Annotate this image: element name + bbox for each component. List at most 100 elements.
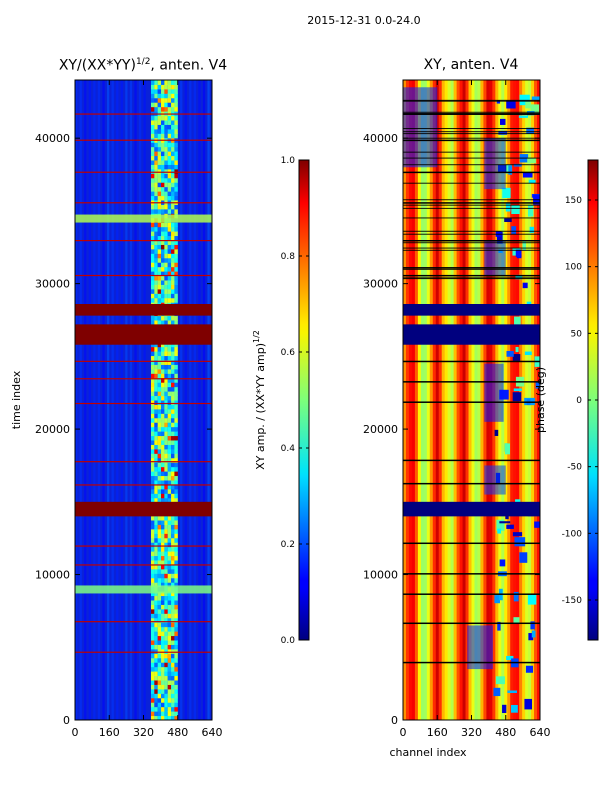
amplitude-bright-cell xyxy=(167,235,172,241)
amplitude-bright-cell xyxy=(161,382,165,388)
amplitude-bright-cell xyxy=(171,284,175,290)
amplitude-bright-cell xyxy=(171,497,175,503)
amplitude-bright-cell xyxy=(167,622,172,628)
phase-blue-patch xyxy=(511,704,518,713)
phase-blue-patch xyxy=(506,350,514,357)
amplitude-bright-cell xyxy=(171,706,175,712)
amplitude-bright-cell xyxy=(154,240,158,245)
amplitude-bright-cell xyxy=(164,577,168,583)
amplitude-column-streak xyxy=(97,80,101,720)
phase-blue-patch xyxy=(531,630,536,638)
amplitude-bright-cell xyxy=(154,577,158,583)
amplitude-bright-cell xyxy=(167,617,172,623)
amplitude-bright-cell xyxy=(161,395,165,401)
amplitude-bright-cell xyxy=(154,680,158,685)
amplitude-bright-cell xyxy=(157,706,162,712)
amplitude-bright-cell xyxy=(167,382,172,388)
amplitude-bright-cell xyxy=(167,88,172,94)
amplitude-bright-cell xyxy=(157,93,162,99)
amplitude-bright-cell xyxy=(157,426,162,432)
amplitude-bright-cell xyxy=(157,657,162,663)
amplitude-bright-cell xyxy=(164,555,168,561)
amplitude-bright-cell xyxy=(174,662,178,668)
phase-column-stripe xyxy=(462,80,467,720)
phase-flagged-row xyxy=(403,482,540,485)
amplitude-bright-cell xyxy=(157,564,162,570)
amplitude-bright-cell xyxy=(150,706,155,712)
amplitude-bright-cell xyxy=(150,453,155,459)
phase-blue-patch xyxy=(515,249,522,258)
amplitude-bright-cell xyxy=(171,697,175,703)
phase-blue-patch xyxy=(513,163,522,167)
amplitude-bright-cell xyxy=(154,702,158,708)
amplitude-bright-cell xyxy=(167,568,172,574)
amplitude-bright-cell xyxy=(150,400,155,405)
amplitude-bright-cell xyxy=(164,480,168,485)
amplitude-bright-cell xyxy=(154,297,158,303)
amplitude-bright-cell xyxy=(150,320,155,325)
amplitude-bright-cell xyxy=(174,444,178,450)
amplitude-bright-cell xyxy=(174,613,178,619)
amplitude-bright-cell xyxy=(154,271,158,277)
amplitude-bright-cell xyxy=(161,266,165,272)
phase-flagged-row xyxy=(403,593,540,595)
amplitude-bright-cell xyxy=(154,617,158,623)
amplitude-bright-cell xyxy=(167,346,172,352)
amplitude-bright-cell xyxy=(154,186,158,192)
amplitude-bright-cell xyxy=(167,440,172,445)
amplitude-bright-cell xyxy=(157,191,162,197)
amplitude-bright-cell xyxy=(171,417,175,423)
amplitude-bright-cell xyxy=(157,124,162,130)
phase-flagged-band xyxy=(403,304,540,316)
amplitude-bright-cell xyxy=(157,355,162,361)
amplitude-bright-cell xyxy=(174,186,178,192)
amplitude-bright-cell xyxy=(161,288,165,294)
amplitude-bright-cell xyxy=(174,257,178,263)
x-tick-label: 160 xyxy=(427,726,448,739)
phase-title: XY, anten. V4 xyxy=(423,57,519,73)
amplitude-bright-cell xyxy=(150,106,155,112)
amplitude-bright-cell xyxy=(174,231,178,237)
amplitude-bright-cell xyxy=(161,377,165,383)
amplitude-bright-cell xyxy=(164,293,168,299)
amplitude-bright-cell xyxy=(174,640,178,645)
phase-flagged-row xyxy=(403,217,540,219)
amplitude-bright-cell xyxy=(164,271,168,277)
amplitude-saturated-bands xyxy=(75,304,212,517)
amplitude-bright-cell xyxy=(161,551,165,557)
amplitude-bright-cell xyxy=(161,635,165,641)
y-tick-label: 20000 xyxy=(363,423,398,436)
phase-flagged-row xyxy=(403,267,540,269)
phase-column-stripe xyxy=(477,80,482,720)
amplitude-horizontal-blob xyxy=(75,585,212,594)
phase-flagged-rows xyxy=(403,99,540,664)
amplitude-bright-cell xyxy=(154,195,158,201)
amplitude-bright-cell xyxy=(157,395,162,401)
amplitude-bright-cell xyxy=(174,413,178,419)
amplitude-bright-cell xyxy=(174,475,178,481)
amplitude-bright-cell xyxy=(161,568,165,574)
amplitude-bright-cell xyxy=(167,173,172,179)
amplitude-bright-cell xyxy=(164,688,168,694)
amplitude-bright-cell xyxy=(171,644,175,650)
amplitude-bright-cell xyxy=(171,208,175,214)
amplitude-bright-cell xyxy=(164,355,168,361)
amplitude-bright-cell xyxy=(164,177,168,183)
amplitude-bright-cell xyxy=(167,177,172,183)
amplitude-bright-cell xyxy=(174,271,178,277)
amplitude-bright-cell xyxy=(150,560,155,565)
amplitude-bright-cell xyxy=(167,515,172,521)
amplitude-bright-cell xyxy=(154,106,158,112)
amplitude-bright-cell xyxy=(164,235,168,241)
amplitude-bright-cell xyxy=(174,408,178,414)
amplitude-bright-cell xyxy=(174,351,178,357)
amplitude-bright-cell xyxy=(167,453,172,459)
amplitude-bright-cell xyxy=(157,155,162,161)
amplitude-bright-cell xyxy=(167,684,172,690)
amplitude-bright-cell xyxy=(174,440,178,445)
amplitude-bright-cell xyxy=(154,417,158,423)
amplitude-bright-cell xyxy=(157,128,162,134)
amplitude-bright-cell xyxy=(164,351,168,357)
amplitude-bright-cell xyxy=(150,480,155,485)
amplitude-bright-cell xyxy=(154,675,158,681)
